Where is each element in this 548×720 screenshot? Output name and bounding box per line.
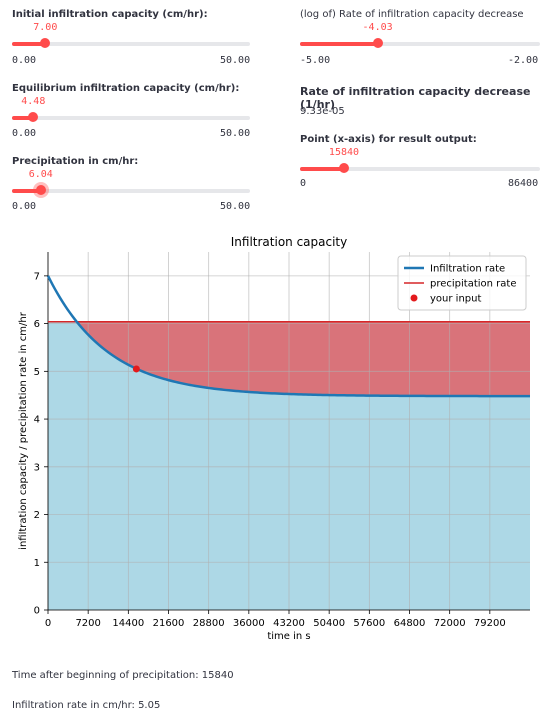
precipitation-min: 0.00 [12, 201, 37, 212]
y-tick-label: 5 [34, 367, 40, 378]
slider-value: 15840 [328, 147, 360, 158]
initial-capacity-label: Initial infiltration capacity (cm/hr): [12, 9, 208, 20]
precipitation-max: 50.00 [220, 201, 251, 212]
legend-input-swatch [410, 294, 418, 302]
x-tick-label: 50400 [313, 618, 345, 629]
x-tick-label: 0 [45, 618, 51, 629]
x-tick-label: 28800 [193, 618, 225, 629]
point-label: Point (x-axis) for result output: [300, 134, 477, 145]
equilibrium-min: 0.00 [12, 128, 37, 139]
slider-fill [12, 116, 34, 120]
result-time-text: Time after beginning of precipitation: 1… [12, 670, 234, 681]
slider-value: -4.03 [362, 22, 393, 33]
x-tick-label: 36000 [233, 618, 265, 629]
rate-value: 9.33e-05 [300, 106, 345, 117]
x-tick-label: 72000 [434, 618, 466, 629]
slider-fill [12, 42, 46, 46]
y-tick-label: 1 [34, 558, 40, 569]
lograte-label: (log of) Rate of infiltration capacity d… [300, 9, 524, 20]
initial-capacity-slider[interactable]: 7.00 [12, 22, 250, 54]
x-tick-label: 57600 [353, 618, 385, 629]
precipitation-label: Precipitation in cm/hr: [12, 156, 139, 167]
y-axis-label: infiltration capacity / precipitation ra… [18, 311, 29, 550]
x-tick-label: 14400 [112, 618, 144, 629]
y-tick-label: 2 [34, 510, 40, 521]
x-tick-label: 64800 [394, 618, 426, 629]
slider-value: 7.00 [33, 22, 58, 33]
result-rate-text: Infiltration rate in cm/hr: 5.05 [12, 700, 161, 711]
chart-title: Infiltration capacity [231, 235, 348, 249]
initial-min: 0.00 [12, 55, 37, 66]
legend-box [397, 255, 527, 311]
your-input-point [132, 365, 140, 373]
infiltration-chart: 0 7200 14400 21600 28800 36000 43200 50400 57600… [18, 235, 530, 642]
x-tick-label: 79200 [474, 618, 506, 629]
legend-label: Infiltration rate [430, 264, 505, 275]
equilibrium-max: 50.00 [220, 128, 251, 139]
slider-fill [300, 42, 378, 46]
slider-thumb[interactable] [35, 185, 46, 195]
equilibrium-capacity-label: Equilibrium infiltration capacity (cm/hr… [12, 83, 240, 94]
legend-label: your input [430, 294, 481, 305]
slider-track [300, 42, 540, 46]
y-tick-label: 4 [34, 415, 40, 426]
x-tick-label: 43200 [273, 618, 305, 629]
slider-fill [12, 189, 41, 193]
y-tick-label: 3 [34, 462, 40, 473]
lograte-slider[interactable]: -4.03 [300, 22, 540, 54]
point-max: 86400 [508, 178, 539, 189]
y-tick-label: 0 [34, 606, 40, 617]
slider-thumb[interactable] [40, 38, 51, 48]
slider-track [12, 189, 250, 193]
infiltration-rate-line [46, 275, 530, 398]
x-tick-label: 21600 [153, 618, 185, 629]
slider-thumb[interactable] [338, 163, 349, 173]
slider-track [300, 167, 540, 171]
initial-max: 50.00 [220, 55, 251, 66]
x-tick-label: 7200 [75, 618, 100, 629]
slider-thumb[interactable] [372, 38, 383, 48]
slider-track [12, 42, 250, 46]
slider-track [12, 116, 250, 120]
point-min: 0 [300, 178, 307, 189]
slider-thumb[interactable] [28, 112, 39, 122]
y-tick-label: 7 [34, 271, 40, 282]
point-slider[interactable]: 15840 [300, 147, 540, 179]
slider-value: 4.48 [21, 96, 46, 107]
y-tick-label: 6 [34, 319, 40, 330]
precipitation-slider[interactable]: 6.04 [12, 169, 250, 201]
rate-heading: Rate of infiltration capacity decrease (… [300, 85, 531, 111]
x-axis-label: time in s [267, 631, 310, 642]
lograte-max: -2.00 [508, 55, 539, 66]
lograte-min: -5.00 [300, 55, 331, 66]
equilibrium-capacity-slider[interactable]: 4.48 [12, 96, 250, 128]
slider-value: 6.04 [28, 169, 53, 180]
legend-label: precipitation rate [430, 279, 517, 290]
slider-fill [300, 167, 344, 171]
